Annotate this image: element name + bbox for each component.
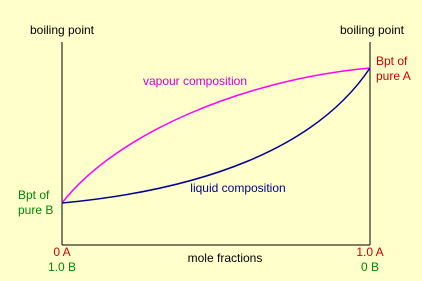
pure-b-label: Bpt of (18, 188, 50, 202)
left-axis-label: boiling point (30, 23, 95, 37)
pure-a-label: pure A (376, 69, 411, 83)
right-end-a: 1.0 A (356, 245, 383, 259)
pure-a-label: Bpt of (376, 54, 408, 68)
right-end-b: 0 B (361, 260, 379, 274)
liquid-curve (61, 67, 371, 204)
right-axis-label: boiling point (340, 23, 405, 37)
liquid-label: liquid composition (190, 181, 285, 195)
vapour-label: vapour composition (143, 74, 247, 88)
pure-b-label: pure B (18, 203, 53, 217)
left-end-a: 0 A (53, 245, 70, 259)
left-end-b: 1.0 B (48, 260, 76, 274)
vapour-curve (61, 67, 371, 204)
x-axis-label: mole fractions (188, 251, 263, 265)
